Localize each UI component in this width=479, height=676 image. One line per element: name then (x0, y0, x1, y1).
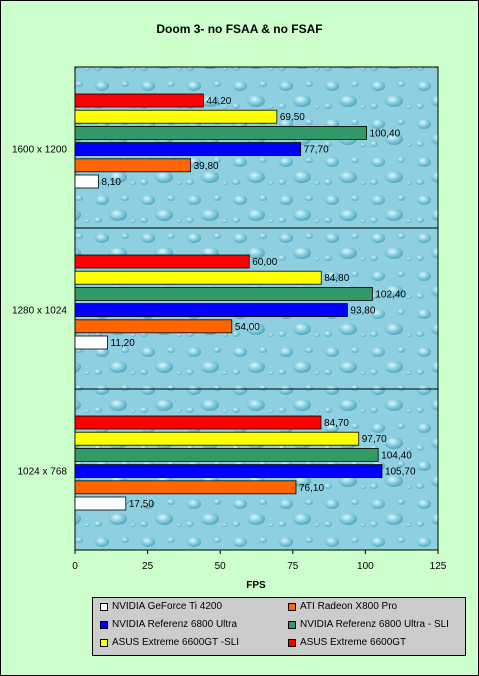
x-axis-title: FPS (246, 580, 266, 591)
bar (74, 126, 367, 140)
legend-item: NVIDIA Referenz 6800 Ultra (100, 619, 237, 630)
bar (74, 464, 383, 479)
legend-item: NVIDIA Referenz 6800 Ultra - SLI (288, 619, 449, 630)
legend-item: ASUS Extreme 6600GT -SLI (100, 637, 239, 648)
legend-label: ATI Radeon X800 Pro (300, 601, 398, 612)
legend-swatch (100, 602, 108, 611)
bar (74, 109, 278, 124)
data-label: 11,20 (111, 338, 136, 349)
x-tick-label: 125 (430, 561, 447, 572)
bar (74, 174, 99, 189)
category-label: 1280 x 1024 (12, 306, 67, 317)
x-tick-label: 0 (72, 561, 78, 572)
bar (74, 286, 373, 301)
x-tick-label: 100 (357, 561, 374, 572)
x-tick-label: 75 (287, 561, 299, 572)
category-label: 1024 x 768 (18, 467, 68, 478)
legend-label: NVIDIA Referenz 6800 Ultra (112, 619, 238, 630)
data-label: 76,10 (299, 483, 324, 494)
bar (74, 254, 250, 269)
bar (74, 431, 360, 446)
bar (74, 270, 322, 285)
data-label: 93,80 (350, 306, 375, 317)
legend: NVIDIA GeForce Ti 4200 ATI Radeon X800 Pr… (92, 597, 466, 656)
bar (74, 319, 233, 334)
data-label: 97,70 (362, 434, 387, 445)
bar (74, 303, 348, 318)
bar (74, 93, 204, 108)
x-tick-label: 50 (215, 561, 227, 572)
bar (74, 142, 302, 157)
bar (74, 447, 379, 462)
legend-label: ASUS Extreme 6600GT (300, 637, 407, 648)
data-label: 69,50 (280, 112, 305, 123)
legend-swatch (100, 620, 108, 629)
bar (74, 415, 322, 430)
data-label: 84,70 (324, 418, 349, 429)
legend-label: NVIDIA GeForce Ti 4200 (112, 601, 223, 612)
bar (74, 496, 127, 511)
data-label: 102,40 (375, 289, 406, 300)
data-label: 17,50 (129, 499, 154, 510)
bar (74, 480, 297, 495)
legend-swatch (288, 620, 296, 629)
legend-item: NVIDIA GeForce Ti 4200 (100, 601, 222, 612)
bar (74, 158, 191, 173)
legend-swatch (100, 638, 108, 647)
x-tick-label: 25 (142, 561, 154, 572)
data-label: 84,80 (324, 273, 349, 284)
bar (74, 335, 108, 350)
legend-item: ASUS Extreme 6600GT (288, 637, 406, 648)
data-label: 44,20 (206, 96, 231, 107)
data-label: 54,00 (235, 322, 260, 333)
data-label: 77,70 (304, 145, 329, 156)
data-label: 60,00 (252, 257, 277, 268)
data-label: 105,70 (385, 467, 416, 478)
data-label: 39,80 (194, 161, 219, 172)
legend-swatch (288, 638, 296, 647)
category-label: 1600 x 1200 (12, 145, 67, 156)
legend-label: NVIDIA Referenz 6800 Ultra - SLI (300, 619, 449, 630)
data-label: 8,10 (102, 177, 122, 188)
chart-title: Doom 3- no FSAA & no FSAF (156, 22, 323, 36)
data-label: 100,40 (370, 128, 401, 139)
data-label: 104,40 (381, 450, 412, 461)
legend-item: ATI Radeon X800 Pro (288, 601, 397, 612)
legend-label: ASUS Extreme 6600GT -SLI (112, 637, 240, 648)
legend-swatch (288, 602, 296, 611)
